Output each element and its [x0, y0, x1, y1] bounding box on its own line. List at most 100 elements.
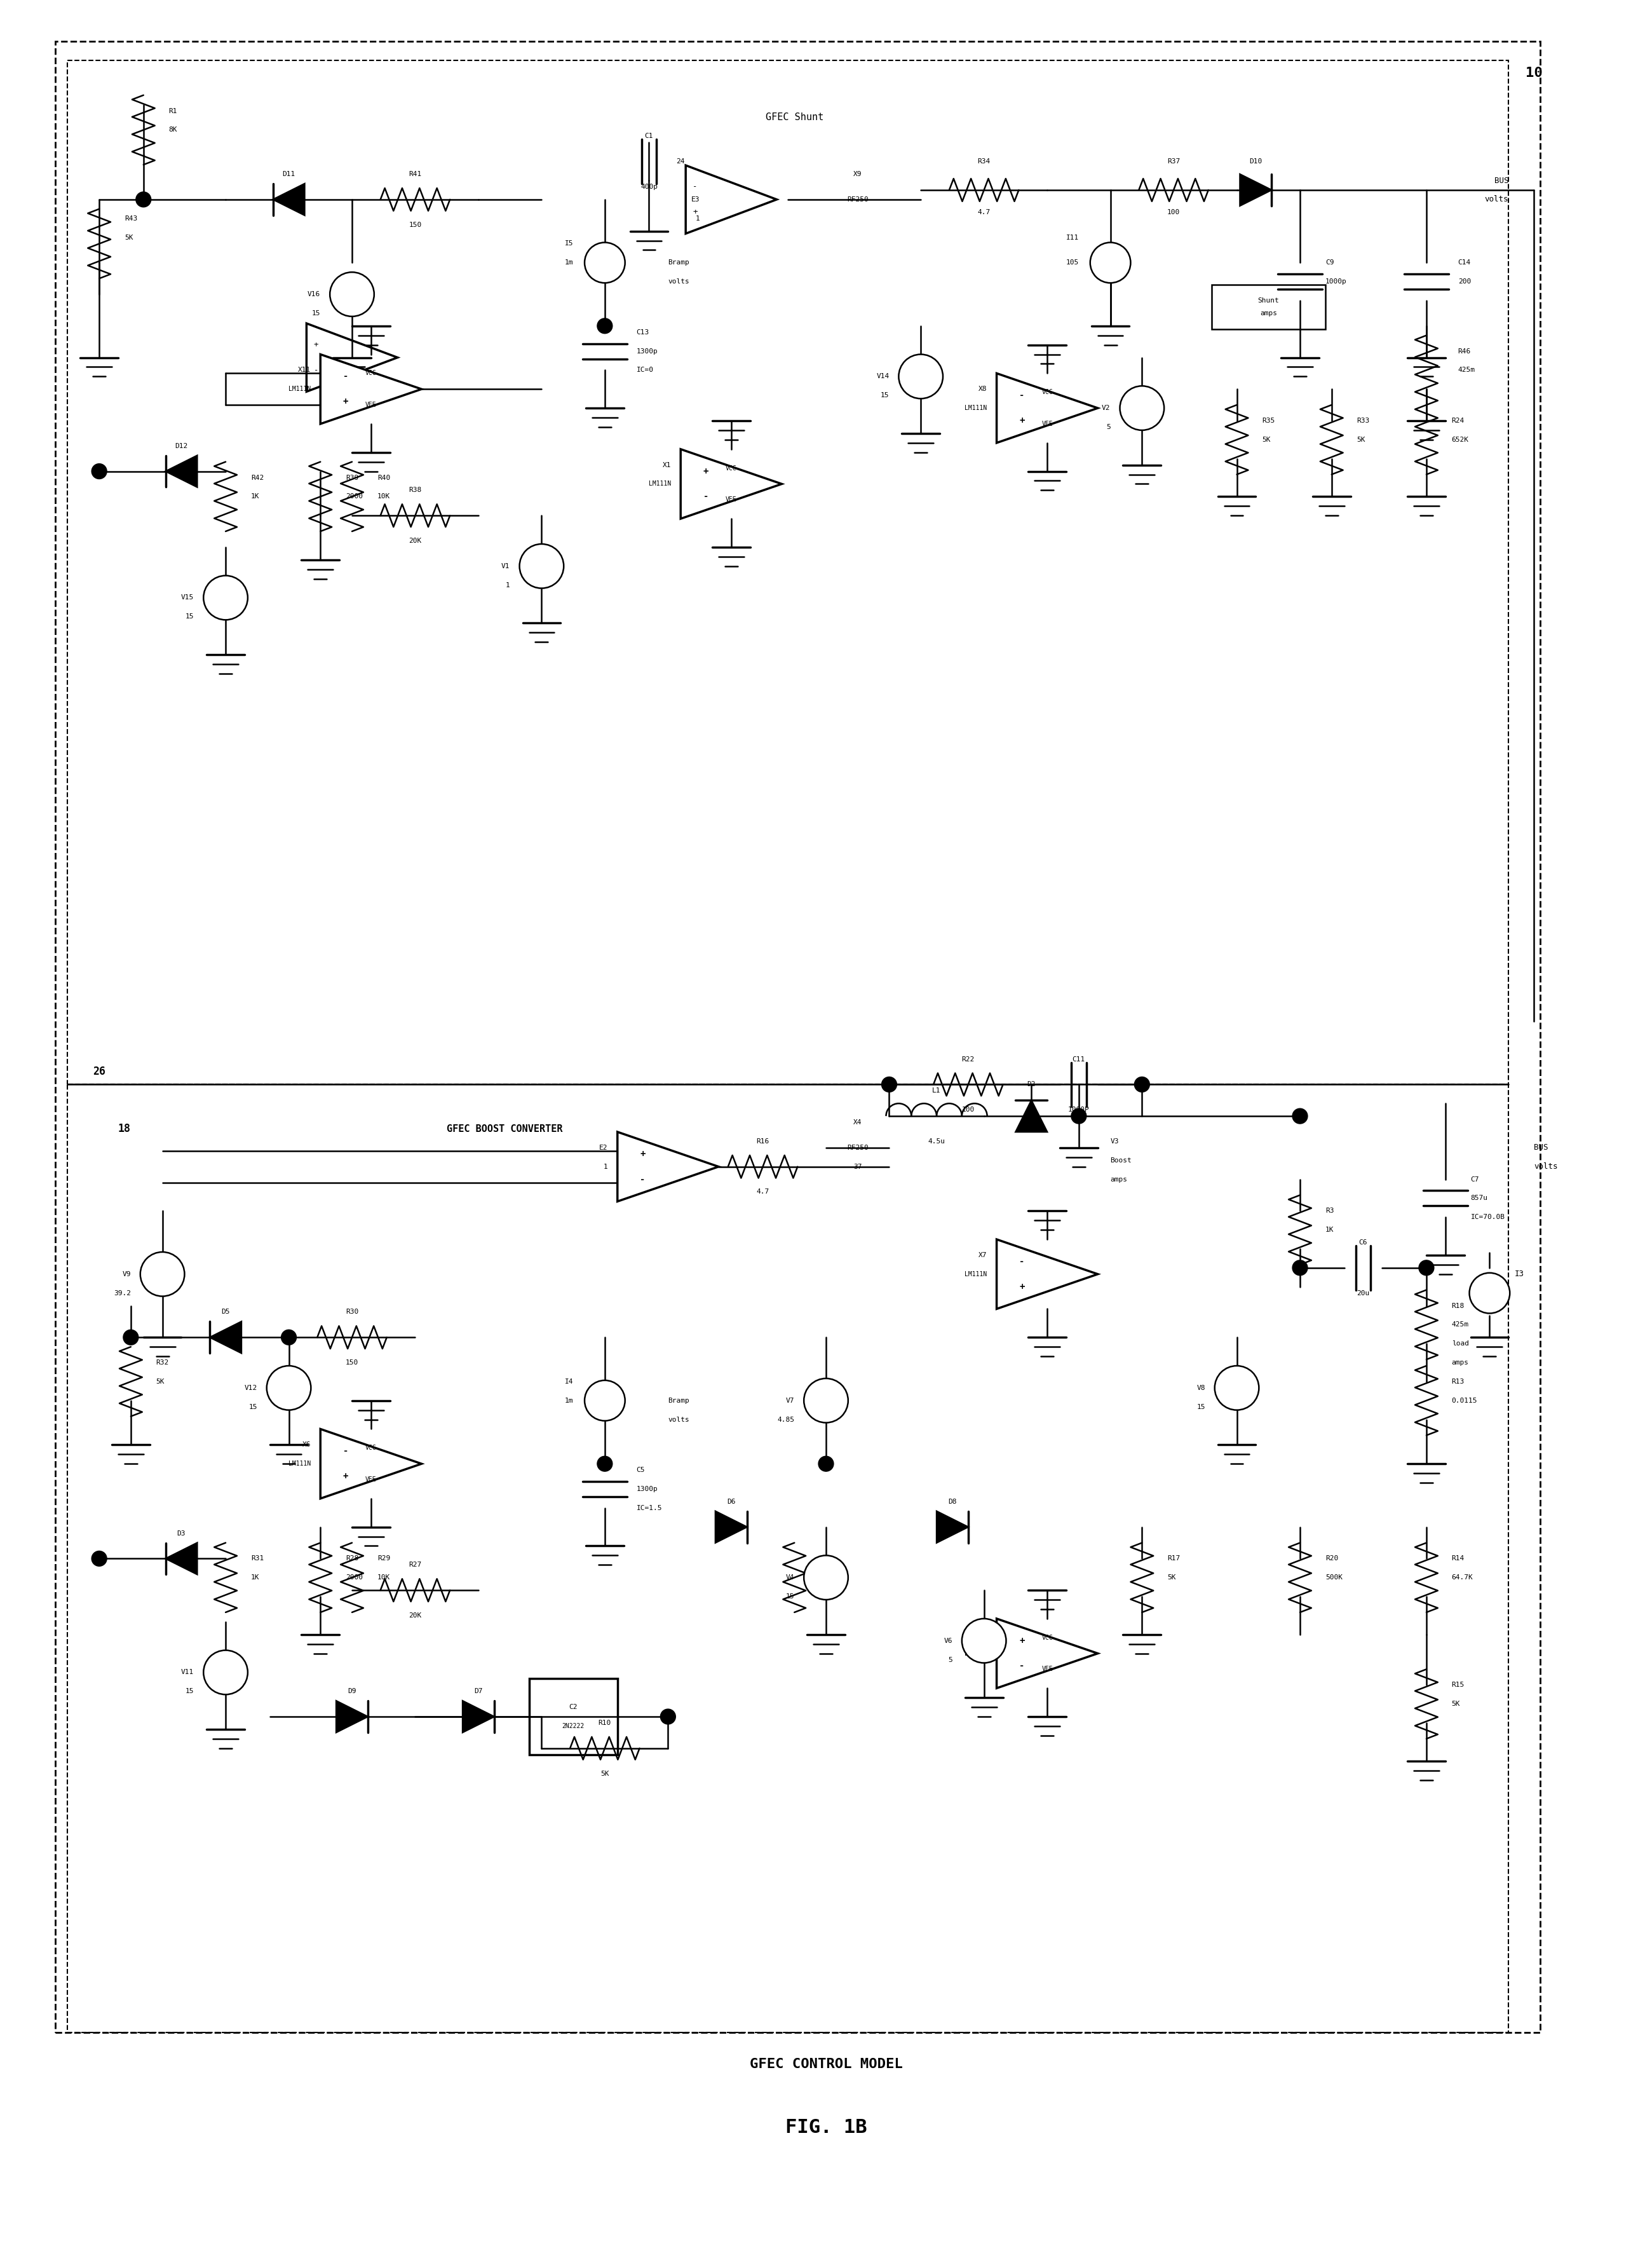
- Text: 4.5u: 4.5u: [928, 1139, 945, 1144]
- Text: 2000: 2000: [345, 1575, 363, 1580]
- Polygon shape: [686, 165, 776, 233]
- Text: R42: R42: [251, 475, 264, 481]
- Text: -: -: [344, 373, 349, 382]
- Text: C11: C11: [1072, 1055, 1085, 1062]
- Text: RF250: RF250: [847, 1144, 869, 1150]
- Text: C5: C5: [636, 1467, 644, 1474]
- Text: volts: volts: [667, 1417, 689, 1424]
- Text: V2: V2: [1102, 405, 1110, 411]
- Text: GFEC BOOST CONVERTER: GFEC BOOST CONVERTER: [446, 1123, 563, 1135]
- Text: V14: V14: [876, 373, 889, 380]
- Text: VEE: VEE: [1042, 1666, 1052, 1672]
- Text: I5: I5: [565, 240, 573, 246]
- Text: Bramp: Bramp: [667, 1397, 689, 1403]
- Text: D10: D10: [1249, 158, 1262, 165]
- Text: VEE: VEE: [725, 497, 737, 504]
- Polygon shape: [996, 1238, 1099, 1309]
- Text: +: +: [692, 208, 697, 217]
- Text: V11: V11: [182, 1670, 193, 1675]
- Text: VCC: VCC: [725, 466, 737, 472]
- Text: 1K: 1K: [251, 1575, 259, 1580]
- Text: -: -: [344, 1446, 349, 1455]
- Text: -: -: [1234, 1392, 1239, 1401]
- Text: 5K: 5K: [1356, 436, 1366, 443]
- Text: D6: D6: [727, 1498, 735, 1505]
- Text: 200: 200: [1459, 278, 1470, 285]
- Text: V7: V7: [786, 1397, 795, 1403]
- Text: 2000: 2000: [345, 493, 363, 499]
- Text: 26: 26: [93, 1067, 106, 1078]
- Text: 15: 15: [249, 1403, 258, 1410]
- Circle shape: [266, 1365, 311, 1410]
- Circle shape: [585, 242, 624, 282]
- Circle shape: [961, 1618, 1006, 1663]
- Text: 1: 1: [603, 1164, 608, 1171]
- Text: I3: I3: [1515, 1270, 1525, 1279]
- Text: VEE: VEE: [1042, 420, 1052, 427]
- Text: BUS: BUS: [1533, 1144, 1548, 1153]
- Circle shape: [805, 1379, 847, 1424]
- Text: R30: R30: [345, 1309, 358, 1315]
- Circle shape: [882, 1078, 897, 1092]
- Polygon shape: [307, 323, 398, 391]
- Text: volts: volts: [1533, 1162, 1558, 1171]
- Text: 15: 15: [786, 1593, 795, 1600]
- Text: -: -: [1019, 1661, 1024, 1670]
- Text: R38: R38: [408, 488, 421, 493]
- Polygon shape: [996, 373, 1099, 443]
- Bar: [55, 41, 1540, 2032]
- Text: V8: V8: [1196, 1385, 1206, 1392]
- Text: R39: R39: [345, 475, 358, 481]
- Text: D8: D8: [948, 1498, 957, 1505]
- Circle shape: [1090, 242, 1130, 282]
- Text: LM111N: LM111N: [965, 1270, 988, 1277]
- Text: X9: X9: [854, 172, 862, 176]
- Text: V6: V6: [943, 1638, 953, 1643]
- Text: R28: R28: [345, 1555, 358, 1562]
- Text: D5: D5: [221, 1309, 230, 1315]
- Text: 5: 5: [948, 1657, 953, 1663]
- Circle shape: [91, 1550, 107, 1566]
- Text: 10: 10: [1525, 68, 1543, 79]
- Text: R14: R14: [1452, 1555, 1465, 1562]
- Text: VEE: VEE: [365, 402, 377, 409]
- Text: amps: amps: [1110, 1175, 1128, 1182]
- Text: 500K: 500K: [1325, 1575, 1343, 1580]
- Circle shape: [899, 355, 943, 398]
- Text: +: +: [704, 468, 709, 477]
- Circle shape: [585, 1381, 624, 1422]
- Text: I4: I4: [565, 1379, 573, 1385]
- Text: -: -: [692, 183, 697, 190]
- Bar: [68, 1085, 1508, 2032]
- Text: R32: R32: [155, 1361, 169, 1365]
- Text: 20K: 20K: [408, 538, 421, 545]
- Text: C9: C9: [1325, 260, 1333, 267]
- Text: C2: C2: [568, 1704, 578, 1711]
- Text: -: -: [160, 1279, 165, 1288]
- Text: 150: 150: [345, 1361, 358, 1365]
- Circle shape: [661, 1709, 676, 1724]
- Text: 5K: 5K: [124, 235, 134, 240]
- Text: 4.85: 4.85: [776, 1417, 795, 1424]
- Text: +: +: [1019, 1636, 1024, 1645]
- Text: C7: C7: [1470, 1175, 1479, 1182]
- Text: 5K: 5K: [155, 1379, 165, 1385]
- Text: +: +: [1019, 1281, 1024, 1290]
- Text: V16: V16: [307, 292, 320, 298]
- Text: +: +: [824, 1388, 828, 1394]
- Text: volts: volts: [1485, 194, 1508, 203]
- Circle shape: [1469, 1272, 1510, 1313]
- Bar: [1211, 285, 1325, 330]
- Text: 15: 15: [881, 393, 889, 398]
- Text: -: -: [824, 1582, 828, 1591]
- Text: X1: X1: [662, 461, 671, 468]
- Text: 652K: 652K: [1452, 436, 1469, 443]
- Text: 2N2222: 2N2222: [562, 1722, 585, 1729]
- Text: R37: R37: [1168, 158, 1180, 165]
- Text: IC=0: IC=0: [636, 366, 654, 373]
- Text: D11: D11: [282, 172, 296, 176]
- Text: FIG. 1B: FIG. 1B: [785, 2118, 867, 2136]
- Polygon shape: [337, 1702, 368, 1733]
- Text: RF250: RF250: [847, 197, 869, 203]
- Text: V3: V3: [1110, 1139, 1118, 1144]
